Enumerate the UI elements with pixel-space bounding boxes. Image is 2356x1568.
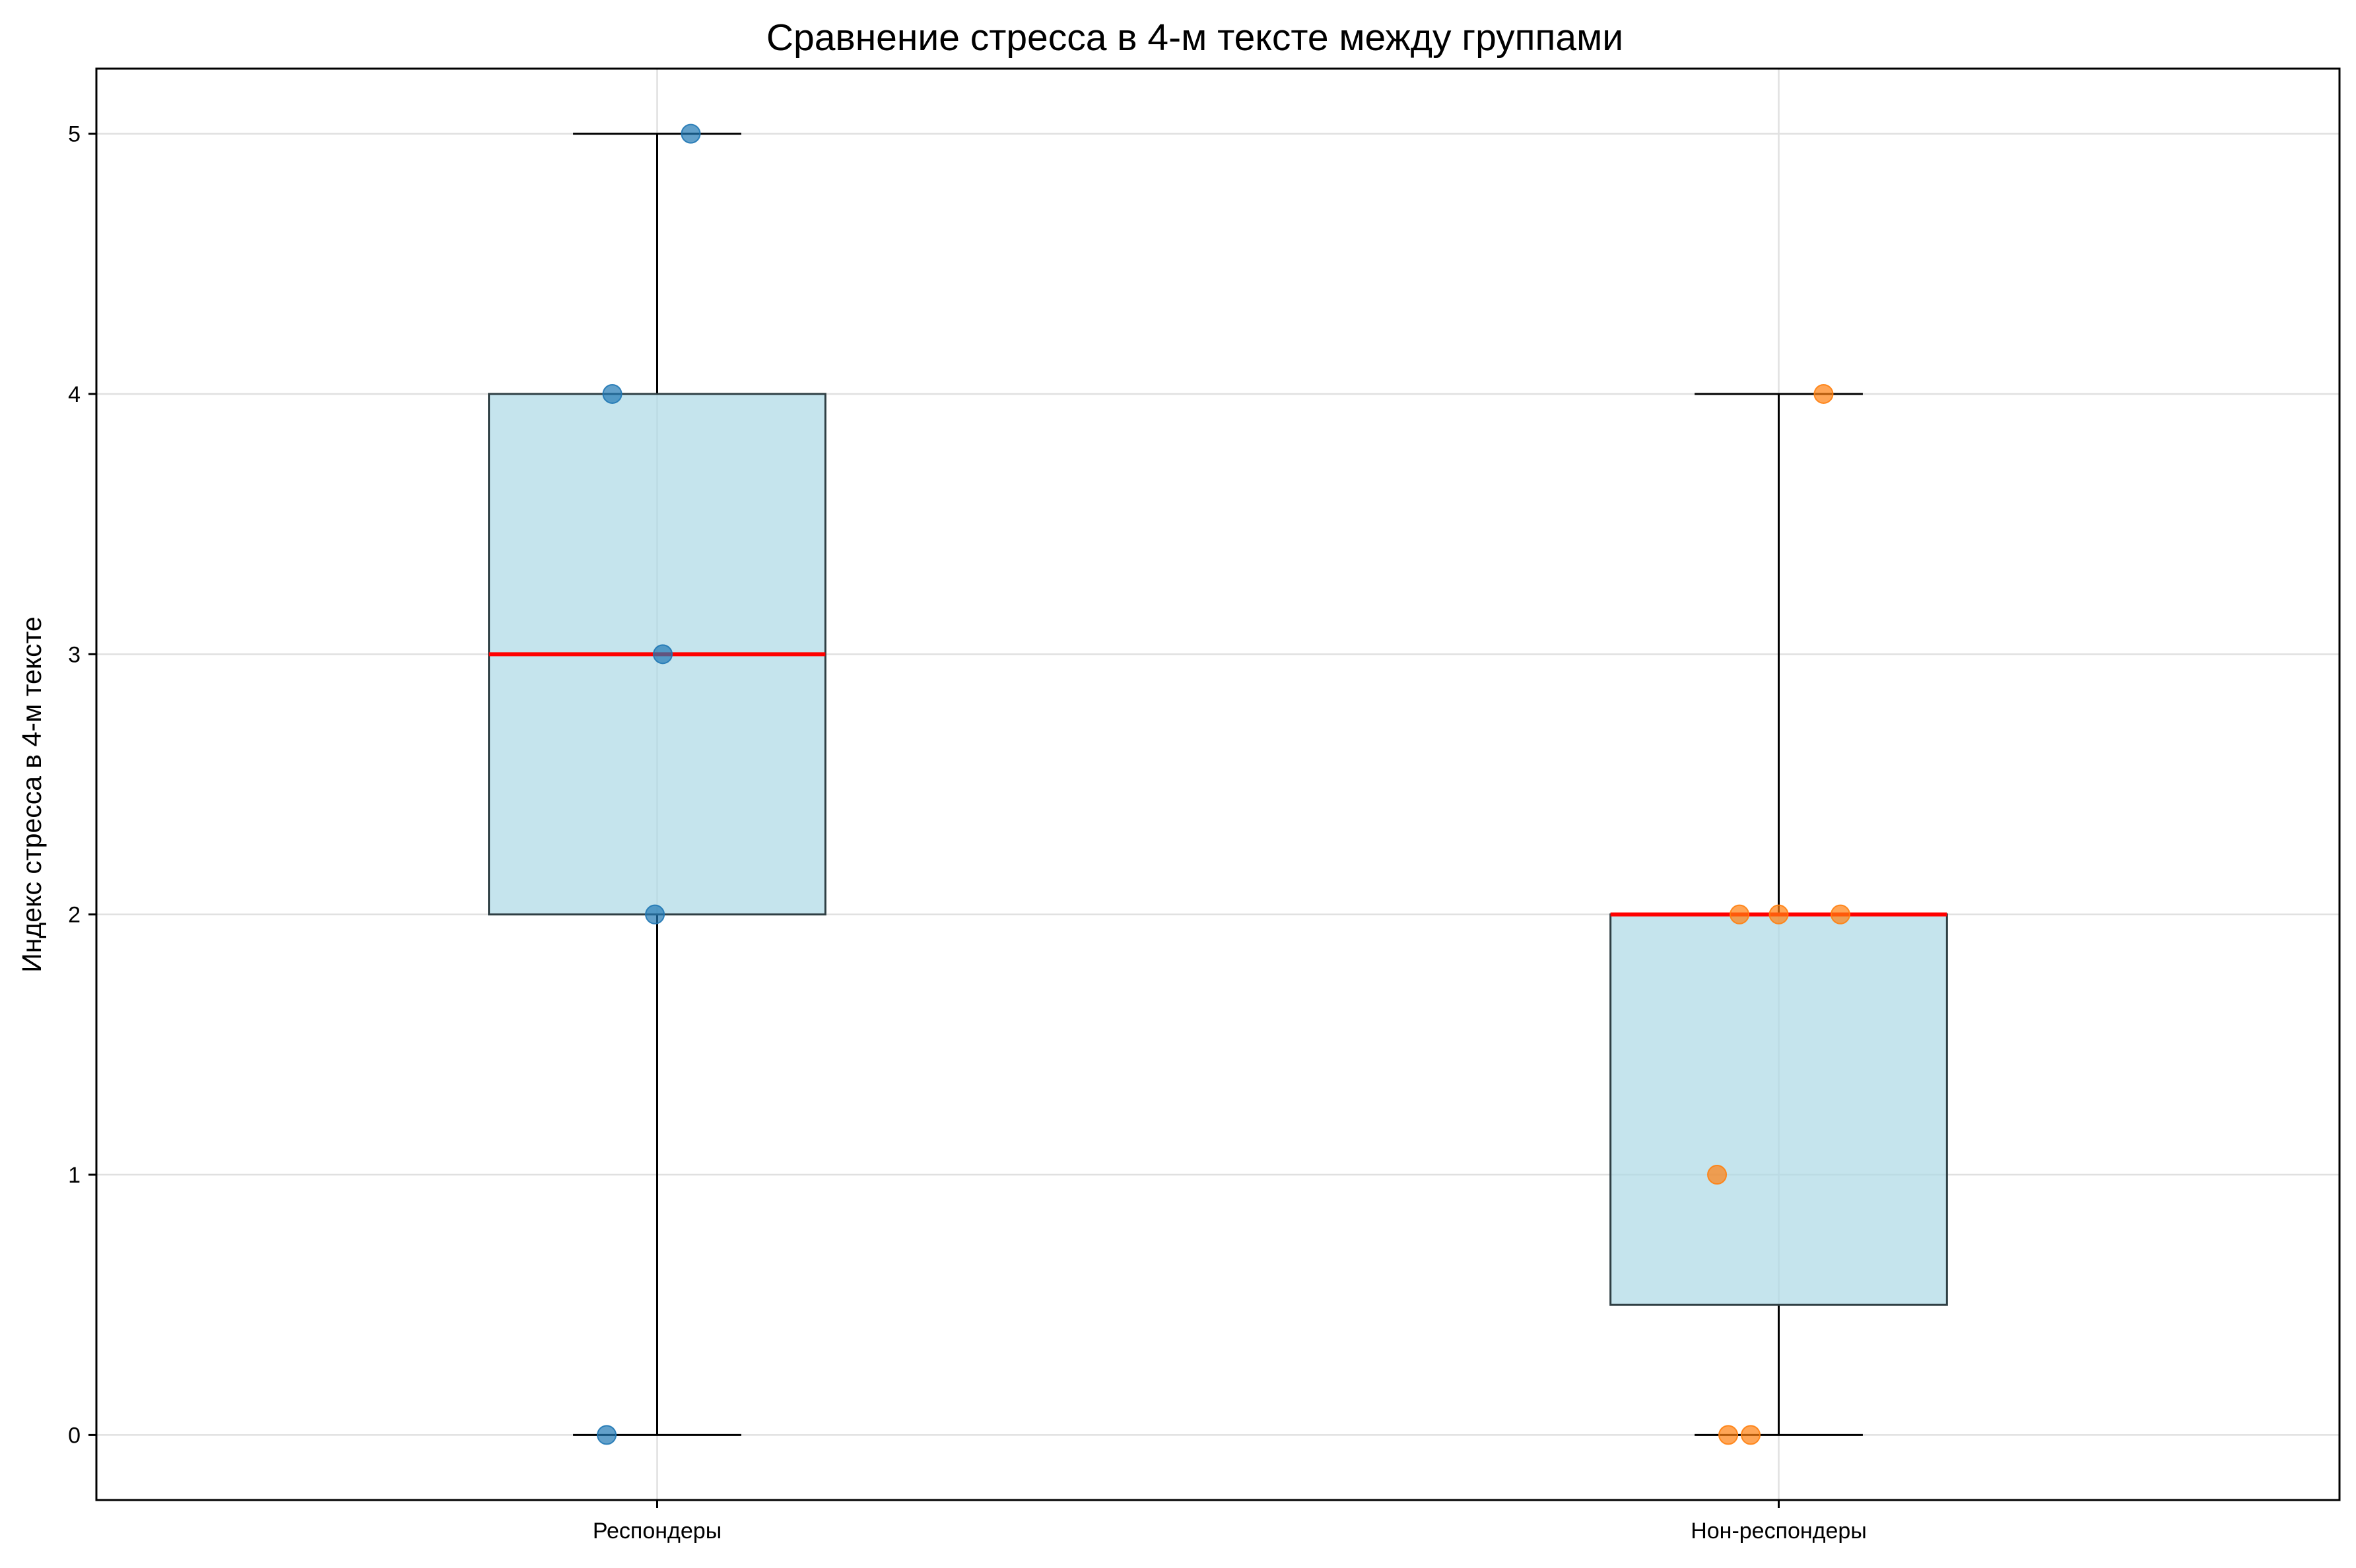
chart-title: Сравнение стресса в 4-м тексте между гру…	[766, 16, 1623, 59]
y-tick-label: 0	[68, 1423, 81, 1448]
y-tick-label: 1	[68, 1163, 81, 1188]
y-tick-label: 2	[68, 903, 81, 928]
points-group-1	[597, 123, 701, 1445]
data-point	[1768, 904, 1789, 925]
x-axis: Респондеры Нон-респондеры	[593, 1500, 1867, 1544]
y-axis-label: Индекс стресса в 4-м тексте	[17, 616, 47, 973]
data-point	[681, 123, 701, 144]
data-point	[1741, 1425, 1761, 1445]
plot-frame	[95, 67, 2341, 1501]
box-iqr	[1609, 913, 1948, 1306]
plot-area: 0 1 2 3 4 5 Респондеры Нон-респондеры	[68, 67, 2341, 1544]
box-group-2	[1609, 393, 1948, 1436]
data-point	[1830, 904, 1850, 925]
points-group-2	[1707, 383, 1850, 1445]
data-point	[597, 1425, 617, 1445]
plot-background	[96, 69, 2339, 1500]
x-tick-label: Респондеры	[593, 1519, 722, 1544]
data-point	[1707, 1165, 1728, 1185]
data-point	[652, 644, 673, 665]
x-tick-label: Нон-респондеры	[1691, 1519, 1867, 1544]
y-axis: 0 1 2 3 4 5	[68, 122, 96, 1448]
data-point	[1730, 904, 1750, 925]
y-tick-label: 5	[68, 122, 81, 147]
data-point	[602, 383, 623, 404]
y-tick-label: 4	[68, 382, 81, 407]
data-point	[645, 904, 665, 925]
data-point	[1813, 383, 1834, 404]
data-point	[1718, 1425, 1739, 1445]
y-tick-label: 3	[68, 642, 81, 667]
